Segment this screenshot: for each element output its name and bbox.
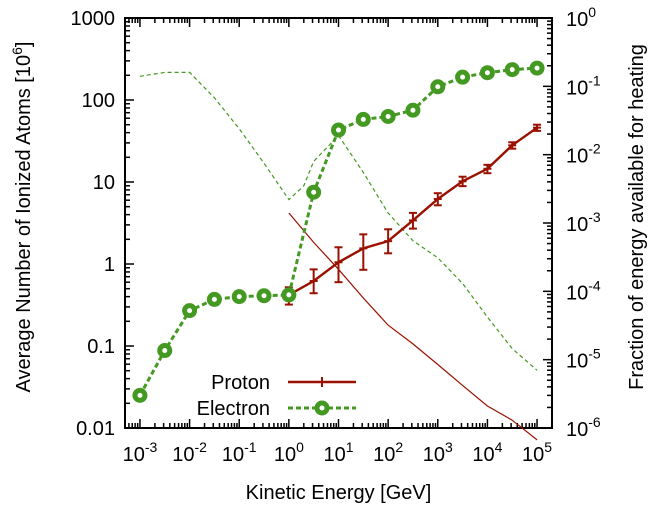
y2-tick-label: 10-6 xyxy=(566,414,601,441)
electron-line xyxy=(138,66,538,397)
proton-line xyxy=(288,126,538,296)
x-tick-exponent: 0 xyxy=(296,439,304,455)
x-tick-label: 10-2 xyxy=(172,439,207,466)
y2-tick-exponent: -2 xyxy=(588,141,601,157)
x-tick-base: 10 xyxy=(172,444,194,466)
y2-tick-exponent: -3 xyxy=(588,209,601,225)
x-tick-label: 100 xyxy=(274,439,304,466)
y2-tick-label: 10-1 xyxy=(566,72,601,99)
electron-point xyxy=(281,287,297,303)
y-axis-label: Average Number of Ionized Atoms [106] xyxy=(9,42,35,393)
y2-tick-label: 10-4 xyxy=(566,277,601,304)
electron-point xyxy=(355,111,371,127)
x-tick-exponent: 1 xyxy=(346,439,354,455)
x-tick-exponent: 2 xyxy=(395,439,403,455)
electron-point xyxy=(455,69,471,85)
legend-label-electron: Electron xyxy=(197,398,270,420)
x-tick-label: 103 xyxy=(423,439,453,466)
series-line-fraction-2 xyxy=(288,212,538,441)
electron-point xyxy=(157,343,173,359)
x-tick-label: 101 xyxy=(323,439,353,466)
y2-tick-exponent: -1 xyxy=(588,72,601,88)
x-tick-base: 10 xyxy=(373,444,395,466)
y2-tick-base: 10 xyxy=(566,419,588,441)
x-tick-base: 10 xyxy=(522,444,544,466)
y-tick-label: 10 xyxy=(93,172,115,194)
x-tick-base: 10 xyxy=(323,444,345,466)
y-tick-label: 0.01 xyxy=(76,418,115,440)
x-axis-label: Kinetic Energy [GeV] xyxy=(246,482,432,504)
x-tick-base: 10 xyxy=(274,444,296,466)
x-tick-exponent: -1 xyxy=(244,439,257,455)
y-axis-label-exponent: 6 xyxy=(9,47,25,55)
electron-point xyxy=(479,65,495,81)
y2-tick-base: 10 xyxy=(566,282,588,304)
y-tick-label: 100 xyxy=(82,90,115,112)
y2-tick-exponent: -5 xyxy=(588,346,601,362)
y2-tick-label: 10-3 xyxy=(566,209,601,236)
x-tick-label: 102 xyxy=(373,439,403,466)
y-tick-label: 1 xyxy=(104,254,115,276)
electron-point xyxy=(504,62,520,78)
electron-point xyxy=(380,108,396,124)
legend-marker-electron xyxy=(314,400,330,416)
electron-point xyxy=(132,387,148,403)
series-line-fraction-3 xyxy=(139,71,538,371)
electron-point xyxy=(430,79,446,95)
x-tick-exponent: -2 xyxy=(194,439,207,455)
electron-point xyxy=(231,289,247,305)
x-tick-label: 105 xyxy=(522,439,552,466)
x-tick-base: 10 xyxy=(472,444,494,466)
y2-tick-label: 10-5 xyxy=(566,346,601,373)
y-axis-label-suffix: ] xyxy=(13,42,35,48)
electron-point xyxy=(529,60,545,76)
electron-point xyxy=(306,184,322,200)
y2-axis-label: Fraction of energy available for heating xyxy=(626,44,648,390)
y2-tick-base: 10 xyxy=(566,77,588,99)
y2-tick-exponent: 0 xyxy=(588,4,596,20)
y2-tick-base: 10 xyxy=(566,146,588,168)
legend: Proton Electron xyxy=(197,372,356,420)
x-tick-label: 10-3 xyxy=(123,439,158,466)
x-tick-base: 10 xyxy=(423,444,445,466)
y2-tick-base: 10 xyxy=(566,9,588,31)
y2-tick-label: 10-2 xyxy=(566,141,601,168)
y2-tick-base: 10 xyxy=(566,351,588,373)
electron-point xyxy=(331,122,346,138)
electron-point xyxy=(206,291,222,307)
x-tick-base: 10 xyxy=(222,444,244,466)
series-layer xyxy=(132,60,545,441)
electron-point xyxy=(405,102,421,118)
x-tick-base: 10 xyxy=(123,444,145,466)
y-tick-label: 0.1 xyxy=(87,336,115,358)
y-tick-label: 1000 xyxy=(71,8,116,30)
x-tick-exponent: 3 xyxy=(445,439,453,455)
y-axis-label-main: Average Number of Ionized Atoms [10 xyxy=(13,55,35,393)
y2-tick-label: 100 xyxy=(566,4,596,31)
y2-tick-exponent: -6 xyxy=(588,414,601,430)
electron-point xyxy=(182,303,198,319)
x-tick-exponent: 4 xyxy=(495,439,503,455)
electron-point xyxy=(256,288,272,304)
y2-tick-exponent: -4 xyxy=(588,277,601,293)
y2-tick-base: 10 xyxy=(566,214,588,236)
x-tick-label: 10-1 xyxy=(222,439,257,466)
ticks-layer: 10-3 10-2 10-1 100 101 102 103 104 1050.010.1110… xyxy=(71,4,601,466)
x-tick-exponent: -3 xyxy=(145,439,158,455)
legend-label-proton: Proton xyxy=(211,372,270,394)
x-tick-label: 104 xyxy=(472,439,502,466)
x-tick-exponent: 5 xyxy=(544,439,552,455)
